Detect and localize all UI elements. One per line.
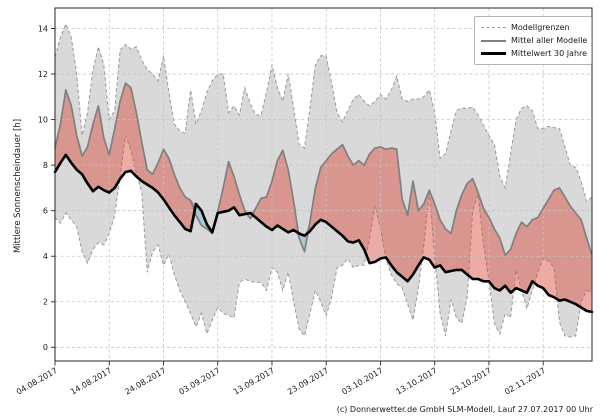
legend-item-climate-mean: Mittelwert 30 Jahre bbox=[481, 47, 588, 60]
legend-label: Mittelwert 30 Jahre bbox=[511, 49, 588, 58]
gray-line-swatch bbox=[481, 39, 506, 42]
y-axis-title: Mittlere Sonnenscheindauer [h] bbox=[13, 118, 23, 254]
model-upper-bound-line bbox=[54, 22, 593, 203]
y-tick-label: 6 bbox=[43, 206, 48, 215]
legend-item-model-range: Modellgrenzen bbox=[481, 21, 585, 34]
above-normal-fill bbox=[55, 83, 592, 312]
y-tick-label: 10 bbox=[38, 115, 48, 124]
legend: Modellgrenzen Mittel aller Modelle Mitte… bbox=[474, 16, 592, 65]
plot-border bbox=[54, 7, 593, 362]
legend-label: Modellgrenzen bbox=[511, 23, 570, 32]
black-line-swatch bbox=[481, 52, 506, 55]
y-tick-label: 2 bbox=[43, 298, 48, 307]
legend-label: Mittel aller Modelle bbox=[511, 36, 588, 45]
y-tick-label: 8 bbox=[43, 161, 48, 170]
y-tick-label: 14 bbox=[38, 24, 48, 33]
copyright-caption: (c) Donnerwetter.de GmbH SLM-Modell, Lau… bbox=[336, 405, 593, 414]
legend-item-model-mean: Mittel aller Modelle bbox=[481, 34, 588, 47]
y-tick-label: 4 bbox=[43, 252, 48, 261]
y-tick-label: 12 bbox=[38, 70, 48, 79]
dashed-line-swatch bbox=[481, 27, 506, 28]
climate-mean-line bbox=[53, 153, 594, 314]
model-range-band bbox=[55, 23, 592, 338]
model-mean-line bbox=[54, 82, 593, 256]
y-tick-label: 0 bbox=[43, 343, 48, 352]
